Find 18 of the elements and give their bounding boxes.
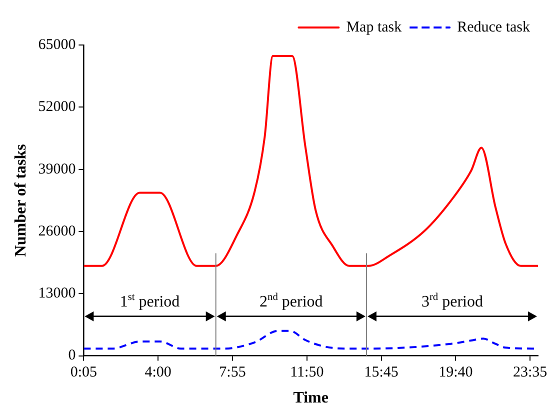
- x-axis-title: Time: [293, 390, 328, 407]
- x-tick-label: 7:55: [219, 364, 246, 381]
- legend-label: Reduce task: [457, 19, 530, 36]
- y-axis-title: Number of tasks: [12, 144, 30, 257]
- y-tick-label: 39000: [38, 161, 76, 178]
- y-tick-label: 65000: [38, 36, 76, 53]
- y-tick-label: 13000: [38, 286, 76, 302]
- legend-label: Map task: [346, 19, 402, 36]
- x-tick-label: 4:00: [144, 364, 172, 381]
- y-tick-label: 52000: [38, 99, 76, 116]
- x-tick-label: 0:05: [70, 364, 98, 381]
- y-tick-label: 0: [68, 348, 76, 364]
- y-tick-label: 26000: [38, 223, 76, 240]
- x-tick-label: 11:50: [290, 364, 324, 381]
- x-tick-label: 15:45: [364, 364, 398, 381]
- x-tick-label: 23:35: [513, 364, 548, 381]
- x-tick-label: 19:40: [438, 364, 473, 381]
- line-series: [84, 55, 538, 267]
